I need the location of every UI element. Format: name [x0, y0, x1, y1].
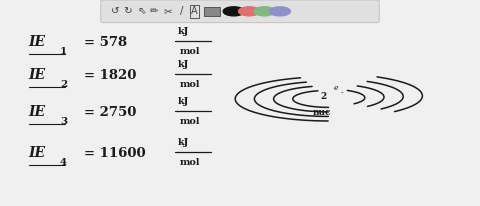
Text: 2: 2: [60, 80, 67, 89]
Text: IE: IE: [29, 105, 46, 119]
FancyBboxPatch shape: [204, 7, 220, 16]
Text: kJ: kJ: [178, 97, 189, 106]
Text: ↻: ↻: [123, 6, 132, 16]
Text: nuc: nuc: [312, 108, 331, 117]
Text: IE: IE: [29, 35, 46, 49]
Text: 3: 3: [60, 117, 67, 126]
Circle shape: [223, 7, 244, 16]
Circle shape: [269, 7, 290, 16]
Text: IE: IE: [29, 146, 46, 160]
Text: = 11600: = 11600: [84, 147, 145, 160]
Text: mol: mol: [180, 158, 201, 167]
Text: -: -: [341, 89, 343, 95]
Text: ✏: ✏: [150, 6, 159, 16]
Text: mol: mol: [180, 117, 201, 126]
Text: IE: IE: [29, 68, 46, 82]
Text: ↺: ↺: [111, 6, 120, 16]
Text: 1: 1: [60, 47, 67, 56]
Circle shape: [254, 7, 275, 16]
Text: e: e: [334, 84, 338, 92]
Text: 4: 4: [60, 158, 67, 167]
FancyBboxPatch shape: [101, 0, 379, 23]
Text: A: A: [191, 6, 198, 16]
Text: ✂: ✂: [164, 6, 172, 16]
Text: 2: 2: [321, 92, 327, 101]
Text: kJ: kJ: [178, 138, 189, 147]
Text: = 578: = 578: [84, 36, 127, 49]
Text: mol: mol: [180, 80, 201, 89]
Text: kJ: kJ: [178, 60, 189, 69]
Text: /: /: [180, 6, 183, 16]
Text: kJ: kJ: [178, 27, 189, 36]
Text: = 2750: = 2750: [84, 106, 136, 119]
Text: ⇖: ⇖: [137, 6, 146, 16]
Text: = 1820: = 1820: [84, 69, 136, 82]
Circle shape: [239, 7, 260, 16]
Text: mol: mol: [180, 47, 201, 56]
